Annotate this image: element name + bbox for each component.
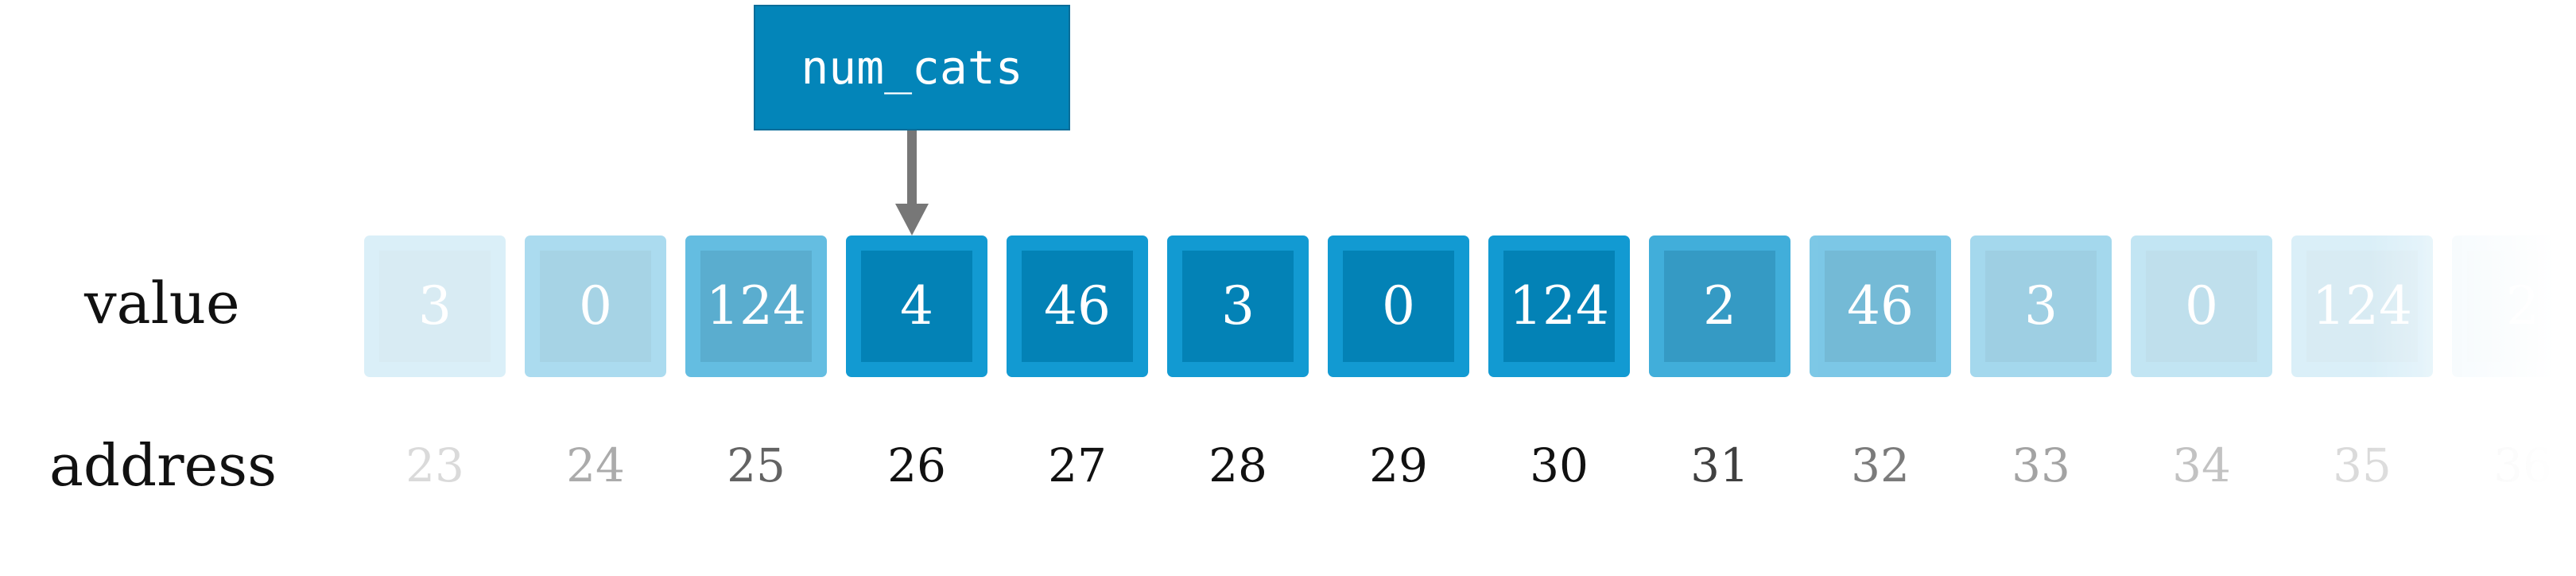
memory-address-label: 27 xyxy=(1048,438,1107,492)
memory-cell-inner xyxy=(2146,251,2257,362)
memory-cell: 3 xyxy=(1167,235,1309,377)
memory-cell-inner xyxy=(379,251,491,362)
memory-cell: 2 xyxy=(2452,235,2576,377)
memory-cell: 3 xyxy=(1970,235,2112,377)
memory-cell: 124 xyxy=(685,235,827,377)
pointer-arrow-head xyxy=(895,204,929,235)
address-row-label: address xyxy=(49,432,277,499)
memory-cell-value: 2 xyxy=(1703,275,1736,337)
memory-cell: 46 xyxy=(1007,235,1148,377)
memory-cell-inner xyxy=(861,251,972,362)
memory-cell: 2 xyxy=(1649,235,1790,377)
memory-cell-inner xyxy=(1022,251,1133,362)
memory-cell: 0 xyxy=(1328,235,1469,377)
memory-address-label: 31 xyxy=(1690,438,1749,492)
memory-address-label: 29 xyxy=(1369,438,1428,492)
memory-cell-value: 124 xyxy=(2312,275,2412,337)
memory-address-label: 32 xyxy=(1851,438,1910,492)
memory-cell: 46 xyxy=(1810,235,1951,377)
value-row-label: value xyxy=(84,270,240,337)
memory-cell: 0 xyxy=(525,235,666,377)
memory-address-label: 35 xyxy=(2333,438,2392,492)
memory-cell-inner xyxy=(1825,251,1936,362)
memory-address-label: 28 xyxy=(1208,438,1267,492)
memory-cell-value: 0 xyxy=(2185,275,2218,337)
memory-cell: 4 xyxy=(846,235,987,377)
memory-cell-inner xyxy=(1664,251,1775,362)
memory-address-label: 36 xyxy=(2493,438,2552,492)
memory-cell-value: 4 xyxy=(900,275,933,337)
memory-cell-value: 124 xyxy=(706,275,806,337)
pointer-arrow-shaft xyxy=(907,130,917,205)
memory-cell-value: 3 xyxy=(418,275,452,337)
memory-cell-value: 3 xyxy=(1221,275,1255,337)
variable-name-box: num_cats xyxy=(754,5,1070,130)
memory-cell-value: 2 xyxy=(2506,275,2539,337)
memory-address-label: 24 xyxy=(566,438,625,492)
memory-cell: 124 xyxy=(2291,235,2433,377)
memory-cell-value: 46 xyxy=(1044,275,1111,337)
memory-address-label: 23 xyxy=(405,438,464,492)
memory-cell-inner xyxy=(700,251,812,362)
memory-address-label: 26 xyxy=(887,438,946,492)
memory-cell: 124 xyxy=(1488,235,1630,377)
memory-cell-inner xyxy=(1182,251,1294,362)
memory-cell-inner xyxy=(1343,251,1454,362)
memory-cell-value: 124 xyxy=(1509,275,1609,337)
memory-cell-inner xyxy=(540,251,651,362)
memory-cell: 3 xyxy=(364,235,506,377)
memory-cell: 0 xyxy=(2131,235,2272,377)
memory-cell-value: 0 xyxy=(1382,275,1415,337)
memory-cell-value: 0 xyxy=(579,275,612,337)
memory-address-label: 33 xyxy=(2012,438,2070,492)
memory-cell-value: 3 xyxy=(2024,275,2058,337)
memory-address-label: 34 xyxy=(2172,438,2231,492)
memory-cell-inner xyxy=(1503,251,1615,362)
memory-cell-inner xyxy=(1985,251,2097,362)
memory-address-label: 25 xyxy=(727,438,786,492)
memory-cell-value: 46 xyxy=(1847,275,1914,337)
memory-address-label: 30 xyxy=(1530,438,1589,492)
